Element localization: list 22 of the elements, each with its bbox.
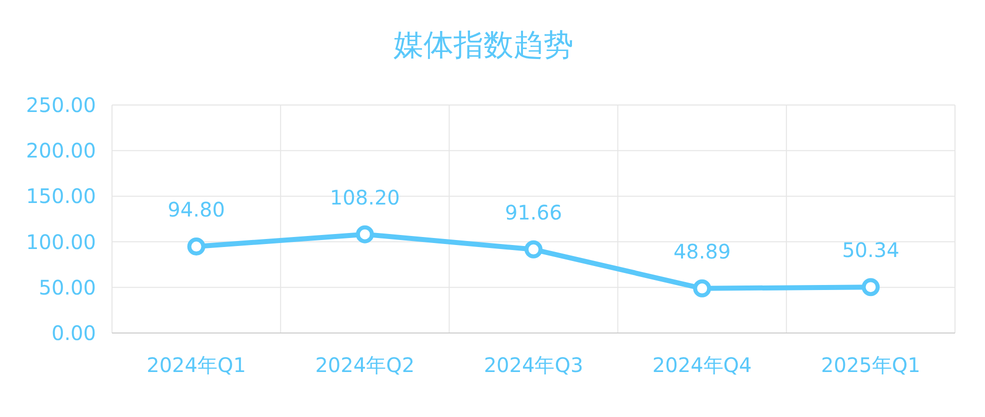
y-tick-label: 150.00 xyxy=(26,184,96,208)
point xyxy=(524,240,542,258)
x-tick-label: 2024年Q4 xyxy=(652,353,752,377)
y-tick-label: 50.00 xyxy=(38,275,96,300)
x-tick-label: 2025年Q1 xyxy=(821,353,920,377)
y-tick-label: 200.00 xyxy=(26,138,96,163)
data-label: 94.80 xyxy=(168,198,225,222)
y-tick-label: 0.00 xyxy=(51,321,96,345)
point xyxy=(862,278,880,296)
data-label: 91.66 xyxy=(504,200,562,224)
point xyxy=(356,225,374,244)
data-label: 50.34 xyxy=(842,238,900,262)
data-label: 48.89 xyxy=(673,239,731,264)
x-tick-label: 2024年Q2 xyxy=(315,353,415,377)
chart-title: 媒体指数趋势 xyxy=(394,28,574,63)
y-tick-label: 100.00 xyxy=(26,230,96,254)
y-tick-label: 250.00 xyxy=(26,93,96,117)
data-label: 108.20 xyxy=(330,185,400,210)
point xyxy=(187,238,206,256)
x-tick-label: 2024年Q3 xyxy=(484,353,584,377)
x-tick-label: 2024年Q1 xyxy=(146,353,246,377)
point xyxy=(693,279,712,298)
